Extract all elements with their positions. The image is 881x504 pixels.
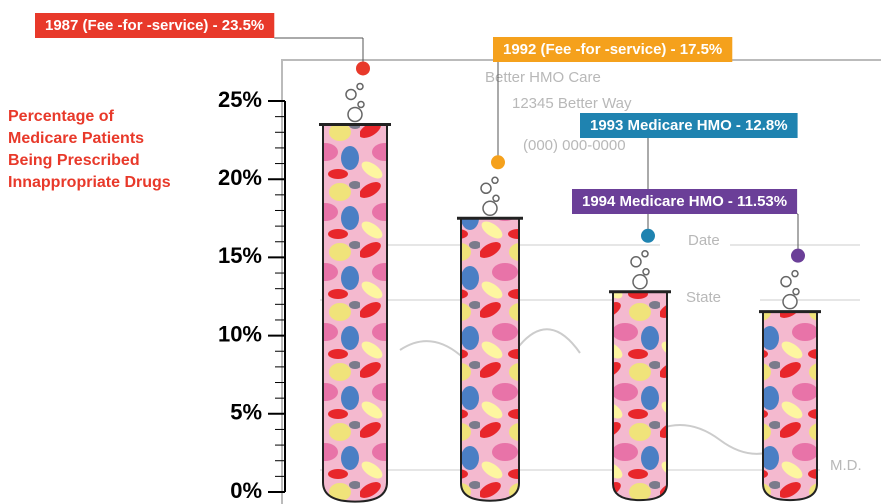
bubble [793,289,799,295]
form-text: Date [688,232,720,249]
value-label: 1992 (Fee -for -service) - 17.5% [503,41,722,58]
y-tick-label: 0% [230,478,262,503]
bubble [783,295,797,309]
bubble [358,101,364,107]
bubble [483,201,497,215]
form-text: M.D. [830,457,862,474]
bubble [643,269,649,275]
test-tube [461,218,519,500]
bubble [492,177,498,183]
chart: Percentage of Medicare Patients Being Pr… [0,0,881,504]
value-label: 1994 Medicare HMO - 11.53% [582,193,787,210]
y-tick-label: 15% [218,243,262,268]
bubble [346,89,356,99]
y-label-box: Percentage of Medicare Patients Being Pr… [8,106,173,266]
value-dot [356,61,370,75]
label-group: 1987 (Fee -for -service) - 23.5% [35,13,274,38]
y-tick-label: 20% [218,165,262,190]
y-tick-label: 25% [218,87,262,112]
y-tick-label: 10% [218,321,262,346]
bubble [348,107,362,121]
y-axis-title: Percentage of Medicare Patients Being Pr… [8,106,173,194]
bubble [642,251,648,257]
value-dot [791,249,805,263]
form-text: State [686,289,721,306]
test-tube [323,124,387,501]
form-text: 12345 Better Way [512,95,632,112]
value-label: 1993 Medicare HMO - 12.8% [590,117,788,134]
test-tube [763,312,817,500]
value-dot [491,155,505,169]
form-text: (000) 000-0000 [523,137,626,154]
form-text: Better HMO Care [485,69,601,86]
label-group: 1992 (Fee -for -service) - 17.5% [493,37,732,62]
bubble [493,195,499,201]
label-group: 1994 Medicare HMO - 11.53% [572,189,797,214]
y-tick-label: 5% [230,400,262,425]
bubble [633,275,647,289]
value-dot [641,229,655,243]
bubble [781,277,791,287]
test-tube [613,292,667,500]
bubble [357,83,363,89]
bubble [631,257,641,267]
label-group: 1993 Medicare HMO - 12.8% [580,113,798,138]
bubble [481,183,491,193]
value-label: 1987 (Fee -for -service) - 23.5% [45,17,264,34]
bubble [792,271,798,277]
